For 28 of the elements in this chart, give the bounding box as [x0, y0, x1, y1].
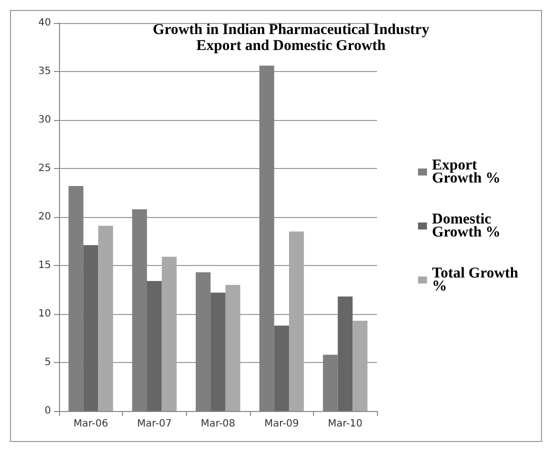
y-tick-label: 5 [44, 357, 51, 368]
bar [98, 226, 114, 411]
bar [210, 292, 226, 411]
bar [162, 256, 177, 411]
bar [83, 245, 98, 411]
x-tick-label: Mar-07 [137, 418, 172, 430]
bar [274, 326, 290, 411]
legend-label: Total Growth % [432, 266, 522, 294]
x-tick-label: Mar-06 [74, 418, 108, 430]
bar [225, 284, 240, 411]
y-tick-label: 10 [38, 308, 51, 320]
bar [289, 232, 304, 411]
y-tick-label: 20 [38, 212, 51, 222]
bar [338, 296, 353, 411]
bar [352, 320, 368, 411]
y-tick-label: 35 [38, 66, 51, 77]
y-tick-label: 30 [38, 114, 51, 126]
chart-title: Growth in Indian Pharmaceutical Industry Export and Domestic Growth [152, 22, 430, 54]
legend-label: Export Growth % [432, 158, 500, 186]
legend-label: Domestic Growth % [432, 212, 500, 240]
y-tick-label: 15 [38, 260, 51, 271]
x-tick-label: Mar-10 [328, 418, 362, 430]
bar [146, 281, 162, 411]
x-tick-label: Mar-09 [264, 418, 299, 430]
y-tick-label: 25 [38, 163, 51, 174]
y-tick-label: 0 [44, 406, 51, 416]
y-tick-label: 40 [38, 18, 51, 28]
x-tick-label: Mar-08 [200, 418, 236, 430]
